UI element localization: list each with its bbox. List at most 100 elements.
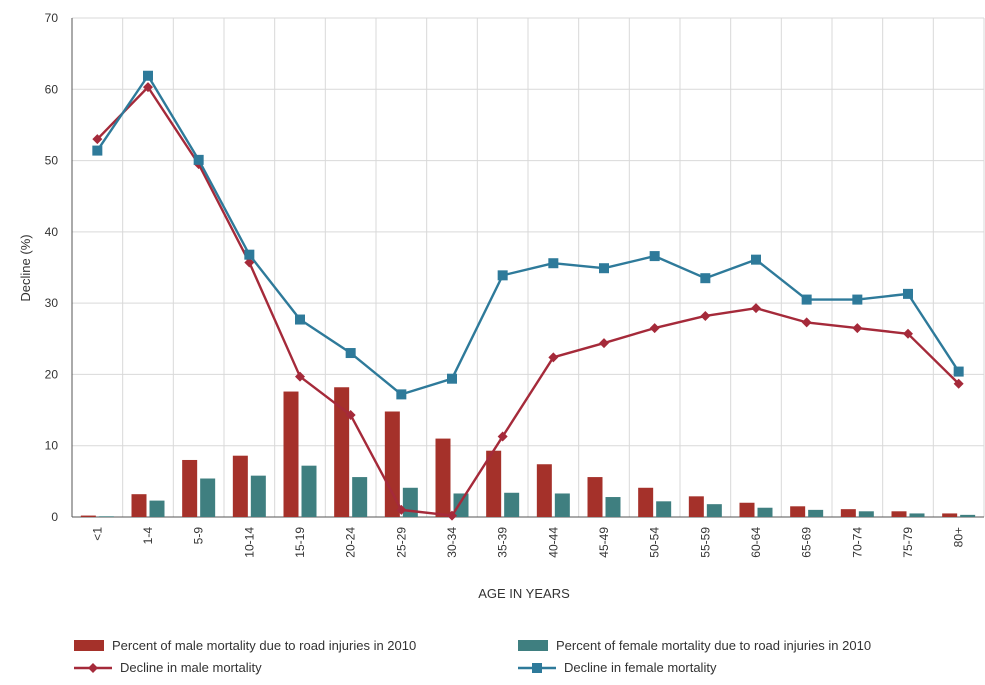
female-decline-point [447, 373, 457, 384]
y-axis-title: Decline (%) [18, 234, 33, 301]
male-decline-point [92, 134, 103, 145]
legend-item-female-line: Decline in female mortality [518, 660, 716, 675]
male-line-swatch [74, 662, 112, 673]
y-tick-label: 10 [45, 439, 59, 453]
x-tick-label: 15-19 [293, 527, 307, 558]
female-bar [960, 514, 976, 517]
legend: Percent of male mortality due to road in… [70, 638, 970, 684]
male-bar [688, 496, 704, 517]
legend-label: Decline in male mortality [120, 660, 262, 675]
x-tick-label: 75-79 [901, 527, 915, 558]
legend-square-marker [532, 662, 542, 673]
female-bar [909, 513, 925, 517]
male-decline-point [447, 510, 457, 521]
male-decline-point [801, 317, 812, 328]
male-bar [283, 391, 299, 517]
male-decline-point [143, 82, 153, 93]
x-tick-label: 65-69 [800, 527, 814, 558]
female-bar [301, 465, 317, 517]
male-decline-point [244, 257, 255, 268]
legend-item-male-bars: Percent of male mortality due to road in… [74, 638, 416, 653]
female-decline-point [92, 145, 103, 156]
male-decline-point [599, 338, 609, 349]
female-decline-point [193, 154, 204, 165]
grid [71, 17, 985, 518]
x-tick-label: 1-4 [141, 527, 155, 545]
female-decline-point [497, 270, 508, 281]
x-tick-label: 10-14 [242, 527, 256, 558]
legend-item-female-bars: Percent of female mortality due to road … [518, 638, 871, 653]
legend-label: Percent of male mortality due to road in… [112, 638, 417, 653]
male-bar [232, 455, 248, 517]
female-decline-point [143, 70, 153, 81]
female-bar [656, 501, 672, 517]
x-tick-label: 55-59 [698, 527, 712, 558]
male-bar [536, 464, 552, 517]
male-bar [384, 411, 400, 517]
x-tick-label: <1 [90, 527, 104, 541]
female-bar [808, 509, 824, 517]
female-decline-point [295, 314, 305, 325]
female-decline-point [599, 263, 609, 274]
female-decline-point [649, 251, 660, 262]
x-tick-label: 40-44 [546, 527, 560, 558]
y-tick-label: 30 [45, 296, 59, 310]
female-bar [757, 507, 773, 517]
male-bar [182, 459, 198, 517]
female-decline-point [345, 348, 356, 359]
male-bar [435, 438, 451, 517]
male-decline-point [548, 352, 559, 363]
bars [80, 387, 976, 517]
x-tick-label: 5-9 [192, 527, 206, 545]
female-bar [706, 504, 722, 517]
y-tick-label: 40 [45, 225, 59, 239]
female-bar [250, 475, 266, 517]
female-decline-point [700, 273, 711, 284]
male-bar [638, 487, 654, 517]
male-bar [486, 450, 502, 517]
female-bar [605, 497, 621, 517]
male-bar [334, 387, 350, 517]
y-tick-labels: 0 10 20 30 40 50 60 70 [45, 11, 59, 524]
female-decline-point [548, 258, 559, 269]
male-decline-point [751, 303, 761, 314]
legend-diamond-marker [88, 662, 98, 673]
female-bar [858, 511, 874, 517]
female-bar [504, 492, 520, 517]
female-bar [149, 500, 165, 517]
male-decline-point [700, 310, 711, 321]
x-tick-label: 60-64 [749, 527, 763, 558]
female-bar [352, 477, 368, 517]
male-decline-point [295, 371, 305, 382]
male-bar [891, 511, 907, 517]
x-axis-title: AGE IN YEARS [478, 586, 570, 601]
legend-label: Decline in female mortality [564, 660, 717, 675]
male-decline-line [96, 85, 960, 517]
female-decline-point [244, 249, 255, 260]
chart: 0 10 20 30 40 50 60 70 <1 1-4 5-9 10-14 15-19 20-24 2… [18, 11, 985, 601]
x-tick-label: 30-34 [445, 527, 459, 558]
male-bar [80, 515, 96, 517]
x-tick-label: 20-24 [344, 527, 358, 558]
y-tick-label: 0 [51, 510, 58, 524]
female-bar [453, 493, 469, 517]
male-decline-point [852, 323, 863, 334]
female-decline-point [751, 254, 761, 265]
y-tick-label: 20 [45, 367, 59, 381]
y-tick-label: 60 [45, 82, 59, 96]
male-decline-point [345, 410, 356, 421]
x-tick-label: 80+ [952, 527, 966, 547]
y-tick-label: 50 [45, 154, 59, 168]
x-tick-label: 70-74 [850, 527, 864, 558]
legend-item-male-line: Decline in male mortality [74, 660, 262, 675]
female-decline-point [396, 389, 407, 400]
female-decline-point [953, 366, 964, 377]
female-bar [200, 478, 216, 517]
y-tick-label: 70 [45, 11, 59, 25]
female-bar [98, 516, 114, 517]
male-decline-point [396, 504, 407, 515]
x-tick-label: 25-29 [394, 527, 408, 558]
male-bar [739, 502, 755, 517]
male-bar [587, 477, 603, 517]
male-bar-swatch [74, 640, 104, 651]
